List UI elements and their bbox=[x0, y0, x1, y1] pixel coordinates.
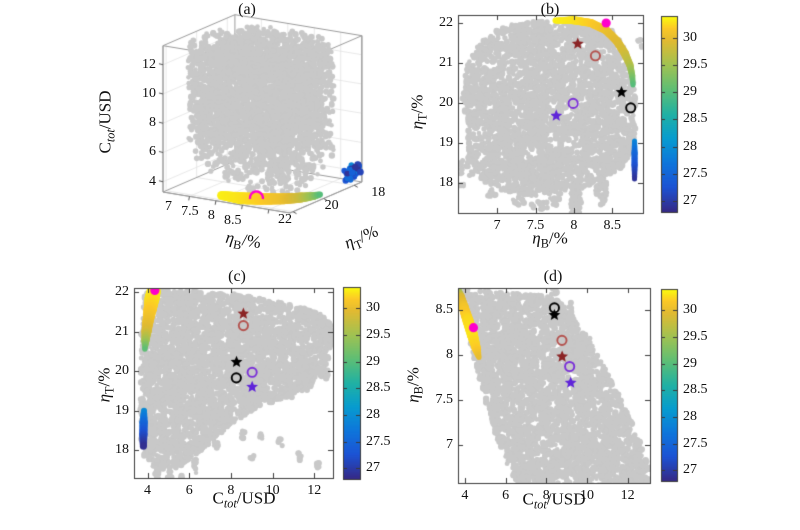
colorbar-tick-label: 30 bbox=[683, 302, 697, 318]
colorbar-tick-label: 27 bbox=[683, 193, 697, 209]
axis-symbol: η bbox=[407, 120, 427, 130]
axis-subscript: T bbox=[415, 113, 430, 121]
panel-d-x-axis-label: Ctot/USD bbox=[523, 489, 586, 512]
x-tick-label: 6 bbox=[502, 488, 510, 503]
colorbar-tick-label: 28.5 bbox=[683, 111, 708, 127]
x-tick-label: 4 bbox=[461, 488, 469, 503]
y-tick-label: 7 bbox=[446, 437, 453, 453]
axis-symbol: η bbox=[532, 228, 541, 248]
x-tick-label: 6 bbox=[185, 483, 193, 498]
axis-unit: /USD bbox=[546, 489, 586, 509]
panel-a-z-axis-label: Ctot/USD bbox=[95, 91, 118, 154]
colorbar-tick-label: 27.5 bbox=[366, 433, 391, 449]
x-tick-label: 7.5 bbox=[526, 218, 545, 233]
x-tick-label-3d: 7 bbox=[164, 199, 172, 215]
panel-d-title: (d) bbox=[543, 268, 563, 285]
y-tick-label: 21 bbox=[115, 323, 129, 339]
colorbar-tick-label: 30 bbox=[366, 300, 380, 316]
colorbar-tick-label: 29 bbox=[683, 84, 697, 100]
colorbar-tick-label: 27 bbox=[366, 460, 380, 476]
x-tick-label: 8 bbox=[227, 483, 235, 498]
x-tick-label: 10 bbox=[265, 483, 280, 498]
y-tick-label: 8.5 bbox=[435, 301, 454, 317]
axis-symbol: C bbox=[522, 489, 534, 509]
y-tick-label: 19 bbox=[115, 402, 129, 418]
panel-a-3d-scatter-canvas bbox=[0, 0, 400, 270]
axis-subscript: T bbox=[102, 386, 117, 394]
colorbar-tick-label: 28 bbox=[683, 138, 697, 154]
axis-subscript: tot bbox=[533, 497, 547, 512]
panel-c-scatter-canvas bbox=[60, 265, 400, 530]
y-tick-label: 22 bbox=[439, 15, 453, 30]
y-tick-label-3d: 22 bbox=[278, 211, 293, 227]
axis-subscript: B bbox=[540, 236, 549, 251]
y-tick-label: 20 bbox=[115, 363, 129, 379]
axis-symbol: η bbox=[94, 393, 114, 403]
axis-unit: /% bbox=[403, 367, 423, 387]
colorbar-tick-label: 28.5 bbox=[683, 382, 708, 398]
x-tick-label-3d: 8.5 bbox=[224, 212, 242, 228]
z-tick-label-3d: 10 bbox=[142, 85, 156, 101]
y-tick-label-3d: 20 bbox=[324, 198, 339, 214]
axis-unit: /% bbox=[94, 367, 114, 387]
axis-symbol: C bbox=[95, 142, 115, 154]
x-tick-label: 7 bbox=[493, 218, 501, 233]
panel-b-scatter-canvas bbox=[400, 0, 800, 270]
axis-subscript: tot bbox=[103, 129, 118, 143]
x-tick-label-3d: 8 bbox=[207, 208, 215, 224]
colorbar-tick-label: 29 bbox=[366, 353, 380, 369]
x-tick-label: 12 bbox=[620, 488, 635, 503]
axis-symbol: η bbox=[403, 394, 423, 403]
colorbar-tick-label: 27.5 bbox=[683, 165, 708, 181]
y-tick-label: 19 bbox=[439, 135, 453, 150]
colorbar-tick-label: 28.5 bbox=[366, 380, 391, 396]
z-tick-label-3d: 8 bbox=[149, 115, 156, 131]
colorbar-tick-label: 29 bbox=[683, 355, 697, 371]
panel-b-y-axis-label: ηT/% bbox=[407, 95, 430, 130]
colorbar-tick-label: 30 bbox=[683, 29, 697, 45]
colorbar-tick-label: 29.5 bbox=[683, 329, 708, 344]
z-tick-label-3d: 6 bbox=[149, 144, 156, 160]
y-tick-label: 20 bbox=[439, 95, 453, 110]
x-tick-label: 8 bbox=[570, 218, 578, 233]
panel-b-x-axis-label: ηB/% bbox=[532, 228, 568, 251]
x-tick-label: 8 bbox=[542, 488, 550, 503]
x-tick-label: 4 bbox=[144, 483, 152, 498]
colorbar-tick-label: 29.5 bbox=[683, 57, 708, 72]
axis-unit: /% bbox=[240, 230, 263, 252]
colorbar-tick-label: 29.5 bbox=[366, 327, 391, 342]
panel-d-y-axis-label: ηB/% bbox=[403, 367, 426, 403]
z-tick-label-3d: 4 bbox=[149, 173, 156, 189]
colorbar-tick-label: 27.5 bbox=[683, 435, 708, 451]
axis-symbol: C bbox=[212, 488, 224, 508]
x-tick-label: 12 bbox=[307, 483, 322, 498]
axis-unit: /USD bbox=[236, 488, 276, 508]
colorbar-tick-label: 28 bbox=[366, 407, 380, 422]
axis-subscript: B bbox=[411, 386, 426, 395]
panel-b-title: (b) bbox=[540, 1, 560, 18]
y-tick-label: 18 bbox=[439, 175, 453, 190]
x-tick-label-3d: 7.5 bbox=[181, 203, 199, 219]
colorbar-tick-label: 27 bbox=[683, 462, 697, 478]
axis-unit: /USD bbox=[95, 90, 115, 130]
y-tick-label: 22 bbox=[115, 283, 129, 299]
axis-subscript: tot bbox=[223, 496, 237, 511]
y-tick-label: 8 bbox=[446, 346, 453, 362]
colorbar-tick-label: 28 bbox=[683, 409, 697, 424]
y-tick-label: 7.5 bbox=[435, 391, 454, 407]
y-tick-label: 21 bbox=[439, 55, 453, 70]
z-tick-label-3d: 12 bbox=[142, 56, 156, 72]
axis-unit: /% bbox=[548, 228, 568, 248]
y-tick-label: 18 bbox=[115, 442, 129, 458]
panel-d-scatter-canvas bbox=[400, 265, 800, 530]
x-tick-label: 10 bbox=[579, 488, 594, 503]
y-tick-label-3d: 18 bbox=[371, 185, 386, 201]
panel-c-title: (c) bbox=[228, 268, 246, 285]
x-tick-label: 8.5 bbox=[603, 218, 622, 233]
axis-unit: /% bbox=[407, 94, 427, 114]
panel-a-title: (a) bbox=[238, 1, 256, 18]
panel-c-x-axis-label: Ctot/USD bbox=[213, 488, 276, 511]
